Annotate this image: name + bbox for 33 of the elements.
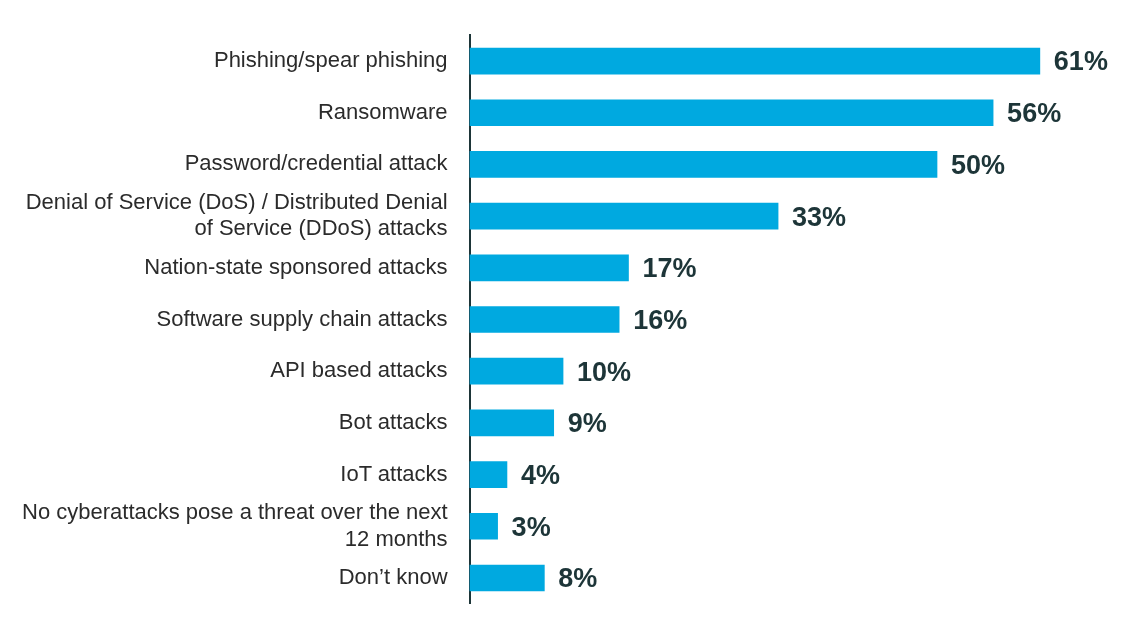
bar [469,461,508,488]
bar [469,409,555,437]
bar [469,47,1041,75]
data-label: 16% [633,304,688,335]
bar [469,151,938,178]
y-tick-label: Phishing/spear phishing [213,47,448,73]
data-label: 33% [792,201,847,232]
data-label: 3% [511,511,551,542]
y-tick-label: Don’t know [338,564,448,590]
data-label: 9% [567,408,607,439]
bar [469,357,564,385]
data-label: 8% [558,563,598,594]
data-label: 4% [520,460,560,491]
bar [469,254,629,282]
y-tick-label: Password/credential attack [184,150,449,176]
data-label: 10% [577,356,632,387]
y-tick-label: Denial of Service (DoS) / Distributed Denial of Service (DDoS) attacks [25,188,448,241]
data-label: 17% [642,253,697,284]
bar [469,564,545,592]
bar [469,99,994,127]
bar [469,512,498,540]
y-tick-label: Ransomware [317,98,448,124]
bar [469,306,620,333]
y-tick-label: API based attacks [270,357,448,383]
y-tick-label: Software supply chain attacks [156,305,448,331]
data-label: 50% [951,149,1006,180]
y-tick-label: Nation-state sponsored attacks [144,253,448,279]
y-tick-label: Bot attacks [338,408,448,434]
y-tick-label: IoT attacks [340,460,448,486]
bar [469,202,779,230]
y-tick-label: No cyberattacks pose a threat over the next 12 months [22,499,448,551]
data-label: 61% [1053,46,1108,77]
data-label: 56% [1007,98,1062,129]
